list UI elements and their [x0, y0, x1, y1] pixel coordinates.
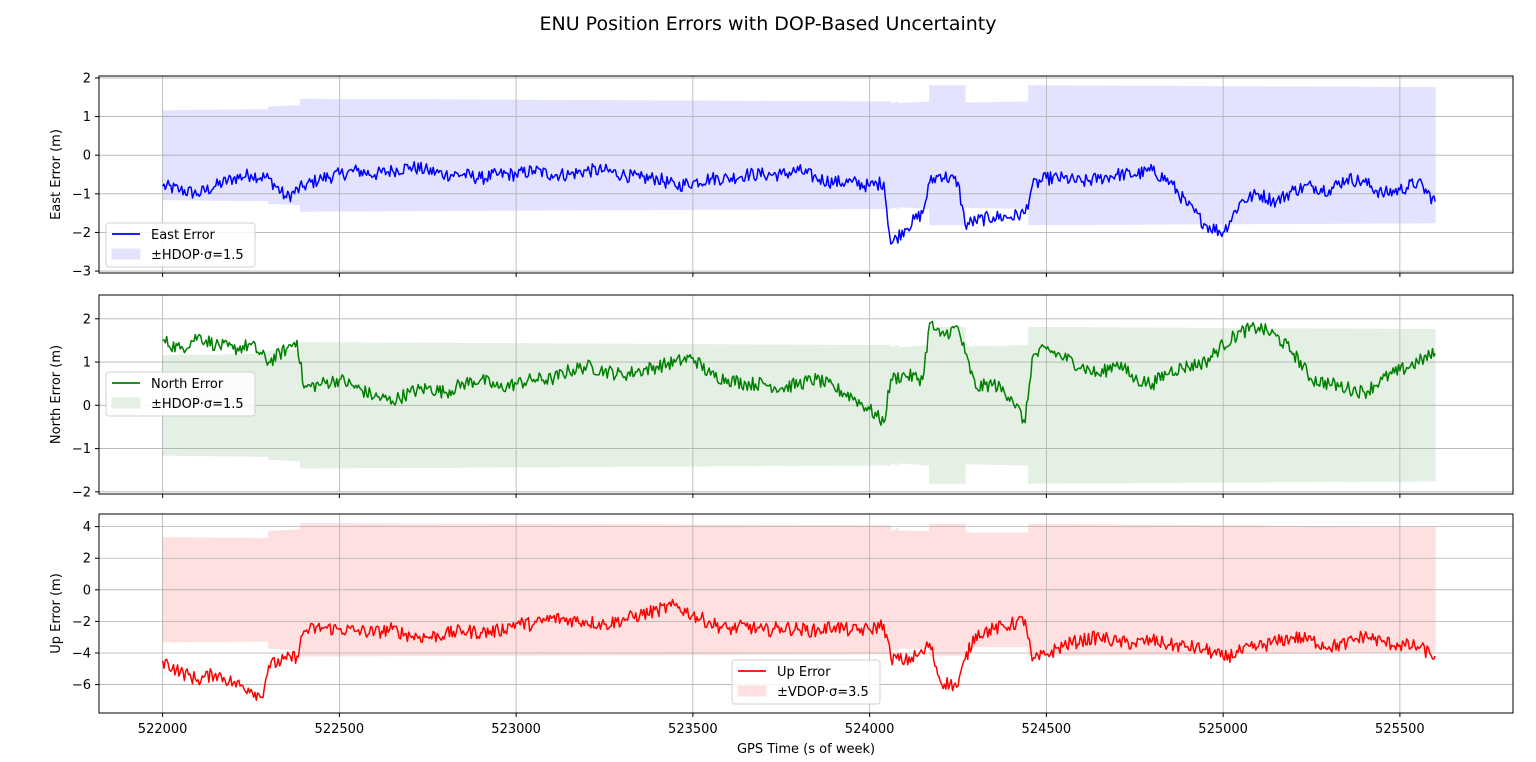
- legend-box: [105, 371, 256, 417]
- y-axis-label: East Error (m): [49, 129, 64, 220]
- legend-band-swatch: [111, 248, 141, 260]
- x-tick-label: 522500: [315, 722, 365, 737]
- up-error-subplot: −6 −4 −2 0 2 4 522000 522500 523000 523500 524000 5…: [49, 513, 1514, 737]
- y-tick-label: −6: [72, 678, 91, 693]
- y-tick-label: 2: [83, 552, 91, 567]
- y-tick-label: −2: [72, 226, 91, 241]
- legend: East Error ±HDOP·σ=1.5: [105, 222, 256, 268]
- axes-frame: [98, 513, 1514, 714]
- legend-box: [105, 222, 256, 268]
- legend: North Error ±HDOP·σ=1.5: [105, 371, 256, 417]
- up-error-line: [161, 598, 1436, 701]
- y-tick-label: −4: [72, 646, 91, 661]
- east-error-subplot: −3 −2 −1 0 1 2 East Error (m) East Error ±HDOP·σ…: [49, 71, 1514, 280]
- x-tick-label: 524000: [845, 722, 895, 737]
- x-tick-label: 525500: [1375, 722, 1425, 737]
- legend-band-swatch: [737, 685, 767, 697]
- x-tick-label: 525000: [1198, 722, 1248, 737]
- x-axis-label: GPS Time (s of week): [737, 742, 875, 757]
- y-tick-label: 0: [83, 399, 91, 414]
- legend-label-band: ±HDOP·σ=1.5: [151, 248, 244, 263]
- x-tick-label: 524500: [1022, 722, 1072, 737]
- east-error-line: [161, 161, 1436, 245]
- legend-label-band: ±VDOP·σ=3.5: [777, 685, 869, 700]
- y-tick-label: 4: [83, 520, 91, 535]
- y-tick-label: 1: [83, 110, 91, 125]
- legend-label-band: ±HDOP·σ=1.5: [151, 397, 244, 412]
- x-tick-label: 523000: [491, 722, 541, 737]
- legend: Up Error ±VDOP·σ=3.5: [731, 659, 881, 705]
- y-axis-label: North Error (m): [49, 345, 64, 444]
- y-tick-label: 0: [83, 583, 91, 598]
- y-tick-label: −1: [72, 187, 91, 202]
- x-tick-label: 522000: [138, 722, 188, 737]
- y-tick-label: 1: [83, 356, 91, 371]
- y-tick-label: −2: [72, 485, 91, 500]
- y-tick-label: −3: [72, 265, 91, 280]
- legend-label-error: East Error: [151, 228, 216, 243]
- legend-band-swatch: [111, 397, 141, 409]
- legend-label-error: Up Error: [777, 665, 831, 680]
- y-tick-label: 0: [83, 149, 91, 164]
- axes-frame: [98, 75, 1514, 274]
- north-error-subplot: −2 −1 0 1 2 North Error (m) North Error ±HDOP·σ…: [49, 294, 1514, 500]
- y-tick-label: 2: [83, 312, 91, 327]
- y-tick-label: −2: [72, 615, 91, 630]
- figure-title: ENU Position Errors with DOP-Based Uncer…: [540, 13, 997, 35]
- north-error-line: [162, 320, 1436, 427]
- axes-frame: [98, 294, 1514, 495]
- y-tick-label: −1: [72, 442, 91, 457]
- legend-label-error: North Error: [151, 377, 224, 392]
- legend-box: [731, 659, 881, 705]
- y-axis-label: Up Error (m): [49, 573, 64, 654]
- y-tick-label: 2: [83, 71, 91, 86]
- x-tick-label: 523500: [668, 722, 718, 737]
